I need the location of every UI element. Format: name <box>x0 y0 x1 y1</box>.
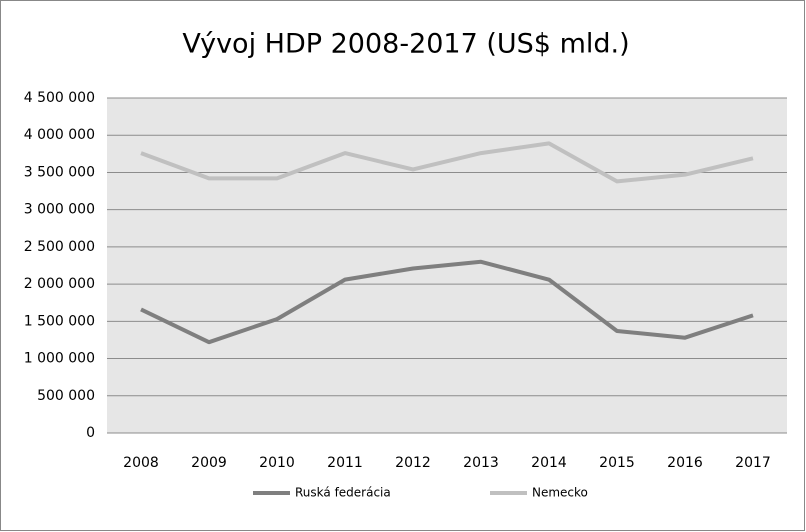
x-tick-label: 2017 <box>735 455 771 471</box>
x-tick-label: 2012 <box>395 455 431 471</box>
y-tick-label: 2 500 000 <box>24 239 95 255</box>
y-tick-label: 4 500 000 <box>24 90 95 106</box>
y-tick-label: 3 000 000 <box>24 202 95 218</box>
chart-title: Vývoj HDP 2008-2017 (US$ mld.) <box>182 29 629 60</box>
legend-label: Ruská federácia <box>295 486 391 500</box>
x-tick-label: 2010 <box>259 455 295 471</box>
x-tick-label: 2013 <box>463 455 499 471</box>
y-tick-label: 1 000 000 <box>24 351 95 367</box>
x-tick-label: 2014 <box>531 455 567 471</box>
x-tick-label: 2011 <box>327 455 363 471</box>
x-tick-label: 2016 <box>667 455 703 471</box>
y-tick-label: 0 <box>86 425 95 441</box>
x-tick-label: 2009 <box>191 455 227 471</box>
y-tick-label: 4 000 000 <box>24 127 95 143</box>
y-tick-label: 3 500 000 <box>24 164 95 180</box>
series-line <box>140 141 754 184</box>
x-tick-label: 2015 <box>599 455 635 471</box>
x-tick-label: 2008 <box>123 455 159 471</box>
y-tick-label: 1 500 000 <box>24 313 95 329</box>
y-tick-label: 2 000 000 <box>24 276 95 292</box>
legend-label: Nemecko <box>532 486 588 500</box>
y-tick-label: 500 000 <box>37 388 95 404</box>
series-line <box>140 259 754 345</box>
